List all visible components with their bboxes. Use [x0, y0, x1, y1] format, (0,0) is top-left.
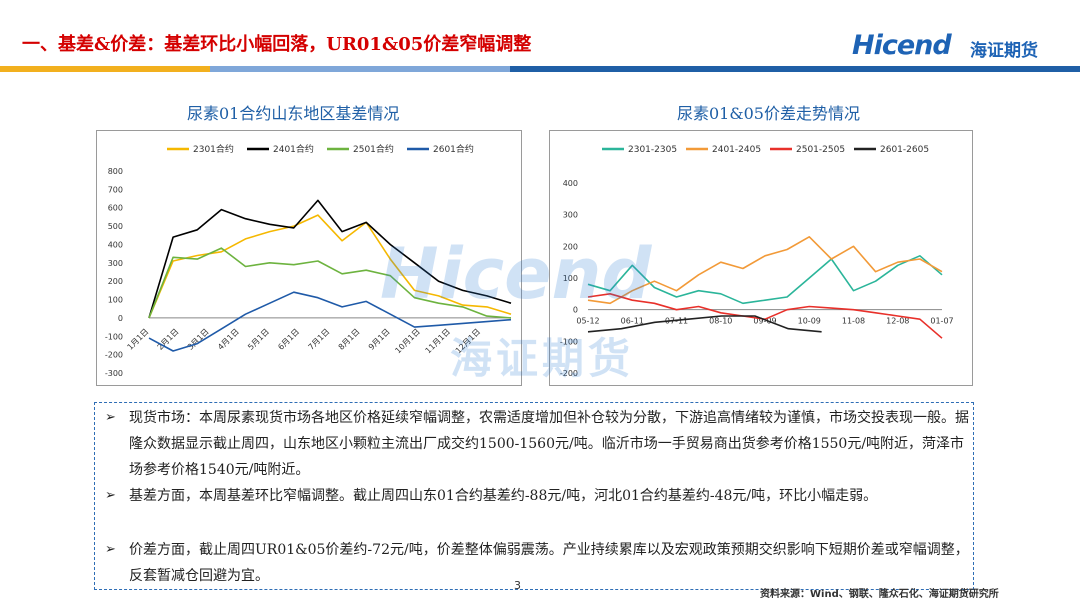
x-tick-label: 6月1日 — [276, 327, 301, 352]
page-number: 3 — [514, 579, 521, 592]
y-tick-label: 300 — [563, 211, 578, 220]
x-tick-label: 8月1日 — [337, 327, 362, 352]
bullet-arrow-icon: ➢ — [105, 488, 116, 503]
watermark: Hicend 海证期货 — [380, 225, 680, 385]
x-tick-label: 7月1日 — [307, 327, 332, 352]
y-tick-label: -200 — [105, 351, 123, 360]
legend-label: 2501合约 — [353, 143, 394, 155]
x-tick-label: 05-12 — [576, 317, 599, 326]
y-tick-label: 800 — [108, 167, 123, 176]
basis-chart-panel: 2301合约 2401合约 2501合约 2601合约 800 700 600 500 400 3… — [96, 130, 522, 386]
basis-chart: 2301合约 2401合约 2501合约 2601合约 800 700 600 500 400 3… — [105, 143, 512, 378]
y-tick-label: 100 — [563, 274, 578, 283]
x-tick-label: 10-09 — [798, 317, 821, 326]
data-source: 资料来源：Wind、钢联、隆众石化、海证期货研究所 — [760, 589, 999, 600]
logo-text: Hicend — [852, 30, 952, 61]
series-line-2501合约 — [148, 247, 512, 319]
series-line-2601合约 — [148, 291, 512, 352]
header-stripe — [0, 66, 1080, 72]
legend-label: 2501-2505 — [796, 145, 845, 155]
y-tick-label: 0 — [573, 306, 578, 315]
page-title: 一、基差&价差：基差环比小幅回落，UR01&05价差窄幅调整 — [22, 34, 532, 55]
y-tick-label: 400 — [108, 240, 123, 249]
y-tick-label: 500 — [108, 222, 123, 231]
x-tick-label: 11-08 — [842, 317, 865, 326]
y-tick-label: -100 — [560, 337, 578, 346]
x-tick-label: 1月1日 — [126, 327, 151, 352]
y-tick-label: 400 — [563, 179, 578, 188]
series-line-2301-2305 — [587, 255, 943, 305]
logo-cn-text: 海证期货 — [970, 41, 1038, 61]
bullet-text: 基差方面，本周基差环比窄幅调整。截止周四山东01合约基差约-88元/吨，河北01… — [129, 488, 878, 504]
bullet-text: 现货市场：本周尿素现货市场各地区价格延续窄幅调整，农需适度增加但补仓较为分散，下… — [129, 410, 969, 478]
legend-label: 2401合约 — [273, 143, 314, 155]
x-tick-label: 12-08 — [886, 317, 909, 326]
series-line-2601-2605 — [587, 315, 822, 333]
legend-label: 2301-2305 — [628, 145, 677, 155]
company-logo: Hicend 海证期货 — [852, 30, 1062, 66]
y-tick-label: 700 — [108, 185, 123, 194]
spread-chart: 2301-2305 2401-2405 2501-2505 2601-2605 400 3… — [560, 145, 954, 378]
y-tick-label: 200 — [108, 277, 123, 286]
legend-label: 2301合约 — [193, 143, 234, 155]
series-line-2401-2405 — [587, 236, 943, 305]
spread-chart-panel: 2301-2305 2401-2405 2501-2505 2601-2605 400 3… — [549, 130, 973, 386]
y-tick-label: 0 — [118, 314, 123, 323]
x-tick-label: 09-09 — [753, 317, 776, 326]
y-tick-label: 600 — [108, 204, 123, 213]
bullet-arrow-icon: ➢ — [105, 542, 116, 557]
bullet-text: 价差方面，截止周四UR01&05价差约-72元/吨，价差整体偏弱震荡。产业持续累… — [129, 542, 969, 584]
watermark-text: Hicend — [380, 233, 652, 315]
x-tick-label: 07-11 — [665, 317, 688, 326]
watermark-cn: 海证期货 — [450, 334, 635, 383]
x-tick-label: 01-07 — [930, 317, 953, 326]
chart-title-spread: 尿素01&05价差走势情况 — [677, 104, 860, 123]
x-tick-label: 3月1日 — [186, 327, 211, 352]
legend-label: 2601-2605 — [880, 145, 929, 155]
y-tick-label: -100 — [105, 332, 123, 341]
x-tick-label: 08-10 — [709, 317, 732, 326]
commentary-box: ➢ 现货市场：本周尿素现货市场各地区价格延续窄幅调整，农需适度增加但补仓较为分散… — [94, 402, 974, 590]
y-tick-label: 200 — [563, 242, 578, 251]
y-tick-label: 100 — [108, 296, 123, 305]
bullet-arrow-icon: ➢ — [105, 410, 116, 425]
x-tick-label: 06-11 — [621, 317, 644, 326]
x-tick-label: 5月1日 — [246, 327, 271, 352]
legend-label: 2401-2405 — [712, 145, 761, 155]
series-line-2401合约 — [148, 199, 512, 319]
y-tick-label: 300 — [108, 259, 123, 268]
y-tick-label: -200 — [560, 369, 578, 378]
legend-label: 2601合约 — [433, 143, 474, 155]
y-tick-label: -300 — [105, 369, 123, 378]
chart-title-basis: 尿素01合约山东地区基差情况 — [187, 104, 400, 123]
